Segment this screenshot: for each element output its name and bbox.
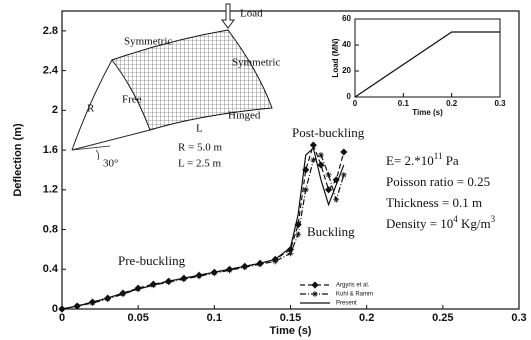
legend-label: Present [336, 301, 357, 307]
annotation: 30° [103, 158, 118, 170]
x-tick-label: 0.2 [359, 312, 374, 324]
x-tick-label: 0 [353, 99, 358, 108]
y-tick-label: 60 [342, 14, 351, 23]
x-tick-label: 0.1 [398, 99, 410, 108]
annotation: L = 2.5 m [178, 158, 222, 170]
annotation: Density = 104 Kg/m3 [386, 214, 496, 231]
annotation: Symmetric [124, 36, 172, 48]
annotation: Buckling [307, 224, 355, 239]
y-tick-label: 1.6 [43, 144, 58, 156]
plot-frame [355, 19, 500, 97]
y-tick-label: 2 [52, 104, 58, 116]
x-tick-label: 0.2 [446, 99, 458, 108]
x-axis-label: Time (s) [270, 325, 312, 337]
x-tick-label: 0 [59, 312, 65, 324]
y-tick-label: 2.4 [43, 65, 59, 77]
annotation: Thickness = 0.1 m [386, 195, 482, 210]
annotation: Load [240, 8, 263, 20]
y-tick-label: 0.8 [43, 223, 58, 235]
y-tick-label: 1.2 [43, 184, 58, 196]
x-tick-label: 0.3 [494, 99, 506, 108]
x-axis-label: Time (s) [412, 108, 443, 117]
x-tick-label: 0.15 [280, 312, 301, 324]
y-tick-label: 20 [342, 66, 351, 75]
annotation: R [87, 103, 95, 115]
annotation: Post-buckling [292, 125, 365, 140]
y-tick-label: 0.4 [43, 263, 59, 275]
legend-label: Kuhl & Ramm [336, 292, 373, 298]
annotation: Pre-buckling [118, 253, 186, 268]
y-tick-label: 0 [52, 303, 58, 315]
x-tick-label: 0.05 [127, 312, 148, 324]
y-tick-label: 0 [347, 92, 352, 101]
annotation: Free [122, 94, 142, 106]
annotation: Hinged [228, 110, 261, 122]
chart: 0 0.05 0.1 0.15 0.2 0.25 0.3 0 0.4 0.8 1.2 1.6 2 2.4 2… [0, 0, 531, 340]
annotation: Symmetric [232, 57, 280, 69]
annotation: E= 2.*1011 Pa [386, 151, 459, 168]
x-tick-label: 0.3 [511, 312, 526, 324]
legend-label: Argyris et al. [336, 283, 370, 289]
annotation: L [196, 123, 203, 135]
y-axis-label: Deflection (m) [12, 123, 24, 197]
annotation: Poisson ratio = 0.25 [386, 174, 490, 189]
y-tick-label: 2.8 [43, 25, 58, 37]
annotation: R = 5.0 m [178, 142, 223, 154]
x-tick-label: 0.1 [207, 312, 222, 324]
y-tick-label: 40 [342, 40, 351, 49]
y-axis-label: Load (MN) [331, 38, 340, 77]
x-tick-label: 0.25 [432, 312, 453, 324]
